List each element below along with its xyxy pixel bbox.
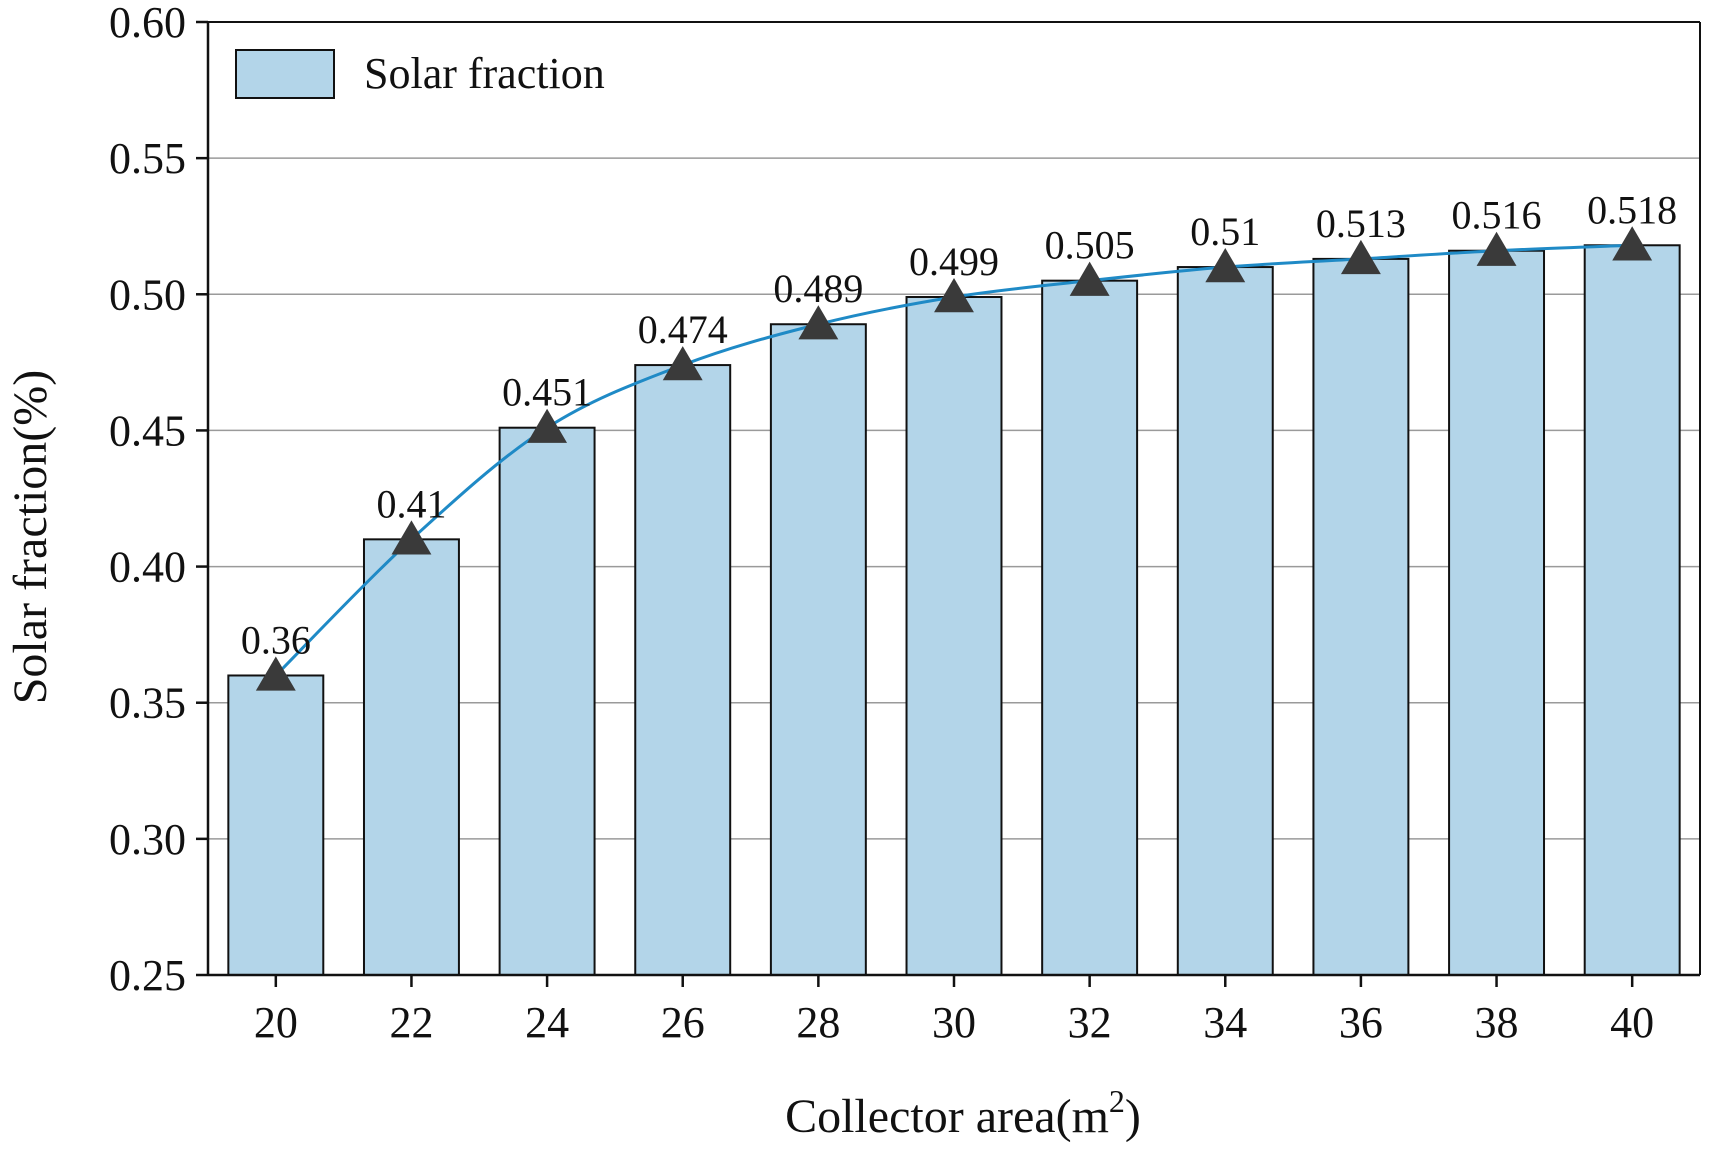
y-axis-title: Solar fraction(%) <box>4 370 57 705</box>
bar-26 <box>634 364 732 976</box>
x-tick-label: 38 <box>1475 998 1519 1047</box>
marker-40 <box>1612 226 1653 261</box>
data-label-22: 0.41 <box>376 481 446 526</box>
x-tick-label: 34 <box>1203 998 1247 1047</box>
x-tick-label: 26 <box>661 998 705 1047</box>
trend-line <box>274 243 1633 677</box>
x-axis-title: Collector area(m2) <box>785 1083 1141 1143</box>
y-tick-label: 0.25 <box>109 951 186 1000</box>
data-label-40: 0.518 <box>1587 187 1677 232</box>
y-tick-label: 0.30 <box>109 815 186 864</box>
x-tick-label: 32 <box>1068 998 1112 1047</box>
bar-20 <box>227 674 325 976</box>
x-tick-label: 24 <box>525 998 569 1047</box>
y-tick-label: 0.50 <box>109 270 186 319</box>
data-label-38: 0.516 <box>1452 193 1542 238</box>
bar-38 <box>1448 249 1546 977</box>
line-layer <box>274 243 1633 677</box>
x-tick-label: 40 <box>1610 998 1654 1047</box>
y-tick-label: 0.60 <box>109 0 186 47</box>
marker-30 <box>934 278 974 313</box>
y-tick-label: 0.45 <box>109 406 186 455</box>
axis-layer: 0.25 0.30 0.35 0.40 0.45 0.50 0.55 0.60 20 22 24 26… <box>109 0 1701 1047</box>
bar-layer <box>227 244 1681 977</box>
marker-24 <box>527 408 568 443</box>
data-label-20: 0.36 <box>241 617 311 662</box>
y-tick-label: 0.35 <box>109 679 186 728</box>
legend: Solar fraction <box>235 49 605 99</box>
data-label-26: 0.474 <box>638 307 728 352</box>
bar-24 <box>498 426 596 977</box>
marker-32 <box>1069 261 1110 296</box>
marker-34 <box>1205 248 1246 283</box>
y-tick-label: 0.55 <box>109 134 186 183</box>
marker-22 <box>391 520 432 555</box>
x-axis-title-superscript: 2 <box>1109 1083 1125 1119</box>
legend-label: Solar fraction <box>364 49 605 98</box>
bar-32 <box>1041 279 1139 976</box>
marker-26 <box>662 346 703 381</box>
bar-40 <box>1583 244 1681 976</box>
x-axis-title-main: Collector area(m <box>785 1090 1109 1143</box>
x-axis-title-suffix: ) <box>1125 1090 1141 1143</box>
legend-swatch <box>235 49 335 99</box>
marker-36 <box>1340 239 1381 275</box>
marker-20 <box>255 656 296 691</box>
marker-layer <box>255 226 1653 691</box>
bar-28 <box>769 323 867 977</box>
label-layer: 0.36 0.41 0.451 0.474 0.489 0.499 0.505 0.51 0.5… <box>241 187 1677 662</box>
bar-22 <box>362 538 460 976</box>
y-tick-label: 0.40 <box>109 543 186 592</box>
marker-28 <box>798 305 839 340</box>
x-tick-label: 22 <box>389 998 433 1047</box>
x-tick-label: 36 <box>1339 998 1383 1047</box>
data-label-34: 0.51 <box>1190 209 1260 254</box>
x-tick-label: 30 <box>932 998 976 1047</box>
bar-30 <box>905 296 1003 977</box>
x-tick-label: 28 <box>796 998 840 1047</box>
x-tick-label: 20 <box>254 998 298 1047</box>
data-label-24: 0.451 <box>502 370 592 415</box>
marker-38 <box>1476 231 1517 266</box>
bar-36 <box>1312 257 1410 977</box>
data-label-36: 0.513 <box>1316 201 1406 246</box>
data-label-28: 0.489 <box>773 266 863 311</box>
data-label-30: 0.499 <box>909 239 999 284</box>
data-label-32: 0.505 <box>1045 223 1135 268</box>
bar-34 <box>1176 266 1274 976</box>
